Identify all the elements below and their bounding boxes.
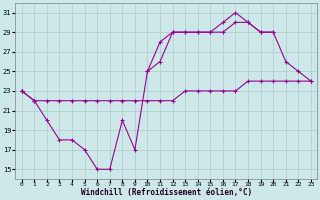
X-axis label: Windchill (Refroidissement éolien,°C): Windchill (Refroidissement éolien,°C) (81, 188, 252, 197)
